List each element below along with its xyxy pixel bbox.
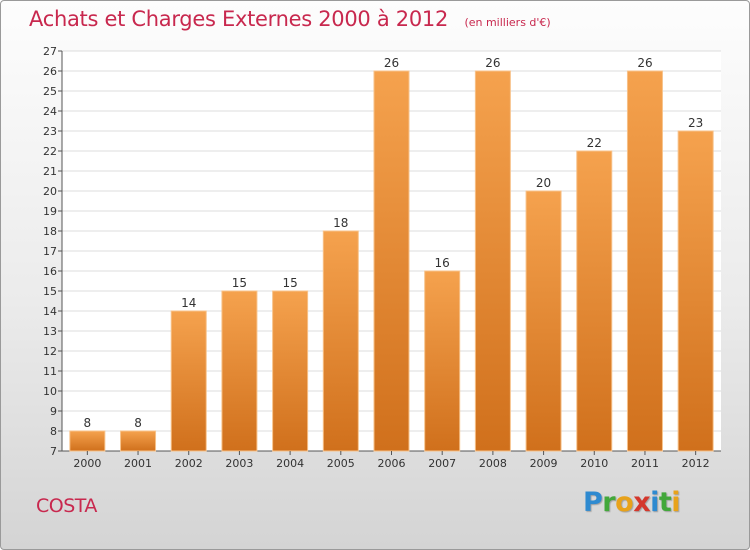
- x-tick-label: 2002: [175, 457, 203, 470]
- x-tick-label: 2000: [73, 457, 101, 470]
- x-tick-label: 2011: [631, 457, 659, 470]
- bar: [677, 130, 714, 452]
- chart-title-block: Achats et Charges Externes 2000 à 2012 (…: [29, 7, 551, 31]
- bar: [221, 290, 258, 452]
- y-tick-label: 11: [43, 365, 57, 378]
- x-tick-label: 2012: [682, 457, 710, 470]
- bar: [120, 430, 157, 452]
- bar-value-label: 23: [688, 116, 703, 130]
- x-tick-label: 2005: [327, 457, 355, 470]
- y-tick-label: 15: [43, 285, 57, 298]
- bar: [322, 230, 359, 452]
- chart-subtitle: (en milliers d'€): [464, 16, 551, 29]
- x-tick-label: 2008: [479, 457, 507, 470]
- x-tick-label: 2007: [428, 457, 456, 470]
- y-tick-label: 22: [43, 145, 57, 158]
- logo-letter: P: [583, 487, 603, 518]
- bar: [69, 430, 106, 452]
- y-tick-label: 25: [43, 85, 57, 98]
- bar: [525, 190, 562, 452]
- bar-value-label: 26: [637, 56, 652, 70]
- bar: [170, 310, 207, 452]
- bar-value-label: 14: [181, 296, 196, 310]
- logo-letter: i: [650, 487, 659, 518]
- y-tick-label: 21: [43, 165, 57, 178]
- bar-value-label: 26: [384, 56, 399, 70]
- proxiti-logo: Proxiti: [583, 487, 681, 518]
- logo-letter: r: [602, 487, 616, 518]
- y-tick-label: 12: [43, 345, 57, 358]
- x-tick-label: 2004: [276, 457, 304, 470]
- commune-name: COSTA: [36, 495, 97, 517]
- y-tick-label: 14: [43, 305, 57, 318]
- chart-title: Achats et Charges Externes 2000 à 2012: [29, 7, 449, 31]
- bar: [373, 70, 410, 452]
- logo-letter: x: [633, 487, 651, 518]
- y-tick-label: 7: [50, 445, 57, 458]
- bar: [424, 270, 461, 452]
- y-tick-label: 16: [43, 265, 57, 278]
- bar: [474, 70, 511, 452]
- bar-value-label: 8: [84, 416, 92, 430]
- y-tick-label: 18: [43, 225, 57, 238]
- bar-value-label: 22: [587, 136, 602, 150]
- bar: [576, 150, 613, 452]
- bar-value-label: 15: [232, 276, 247, 290]
- bar: [626, 70, 663, 452]
- logo-letter: o: [615, 487, 634, 518]
- x-tick-label: 2006: [378, 457, 406, 470]
- x-tick-label: 2009: [530, 457, 558, 470]
- x-tick-label: 2001: [124, 457, 152, 470]
- bar-value-label: 18: [333, 216, 348, 230]
- y-tick-label: 8: [50, 425, 57, 438]
- y-tick-label: 9: [50, 405, 57, 418]
- bar-value-label: 20: [536, 176, 551, 190]
- bar-value-label: 16: [435, 256, 450, 270]
- x-tick-label: 2010: [580, 457, 608, 470]
- bar-value-label: 15: [282, 276, 297, 290]
- y-tick-label: 20: [43, 185, 57, 198]
- y-tick-label: 10: [43, 385, 57, 398]
- y-tick-label: 23: [43, 125, 57, 138]
- y-tick-label: 26: [43, 65, 57, 78]
- y-tick-label: 27: [43, 45, 57, 58]
- y-tick-label: 13: [43, 325, 57, 338]
- y-tick-label: 17: [43, 245, 57, 258]
- bar: [272, 290, 309, 452]
- y-tick-label: 19: [43, 205, 57, 218]
- logo-letter: t: [658, 487, 672, 518]
- bar-value-label: 26: [485, 56, 500, 70]
- x-tick-label: 2003: [225, 457, 253, 470]
- y-tick-label: 24: [43, 105, 57, 118]
- bar-value-label: 8: [134, 416, 142, 430]
- logo-letter: i: [671, 487, 681, 518]
